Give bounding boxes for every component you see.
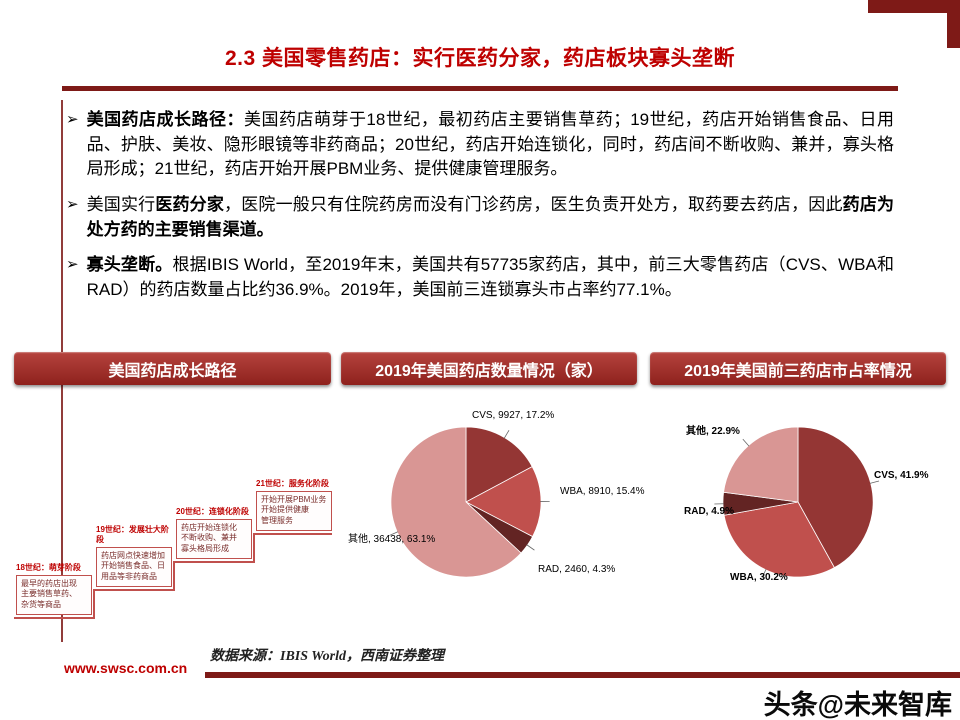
stage-description: 药店开始连锁化 不断收购、兼并 寡头格局形成 — [176, 518, 252, 559]
pie-label-wba: WBA, 8910, 15.4% — [560, 486, 645, 497]
bullet-text: 美国药店成长路径：美国药店萌芽于18世纪，最初药店主要销售草药；19世纪，药店开… — [86, 110, 894, 179]
watermark-text: 头条@未来智库 — [763, 690, 952, 720]
stair-steps-line — [14, 533, 332, 619]
bullet-list: ➢ 美国药店成长路径：美国药店萌芽于18世纪，最初药店主要销售草药；19世纪，药… — [66, 108, 894, 313]
bullet-item: ➢ 寡头垄断。根据IBIS World，至2019年末，美国共有57735家药店… — [66, 253, 894, 302]
banner-label: 美国药店成长路径 — [108, 362, 237, 380]
bullet-item: ➢ 美国药店成长路径：美国药店萌芽于18世纪，最初药店主要销售草药；19世纪，药… — [66, 108, 894, 182]
growth-path-diagram: 18世纪：萌芽阶段 最早的药店出现 主要销售草药、 杂货等商品 19世纪：发展壮… — [14, 398, 332, 643]
section-banner-store-count: 2019年美国药店数量情况（家） — [341, 352, 637, 385]
banner-label: 2019年美国前三药店市占率情况 — [684, 362, 912, 380]
stage-label: 21世纪：服务化阶段 — [256, 479, 329, 489]
page-title: 2.3 美国零售药店：实行医药分家，药店板块寡头垄断 — [224, 47, 736, 70]
corner-decoration-right — [947, 0, 960, 48]
pie-market-share-svg — [714, 426, 880, 578]
pie-label-cvs: CVS, 41.9% — [874, 470, 929, 481]
pie-label-wba: WBA, 30.2% — [730, 572, 788, 583]
growth-stage-20th-century: 20世纪：连锁化阶段 药店开始连锁化 不断收购、兼并 寡头格局形成 — [176, 507, 252, 559]
footer-divider-bar — [205, 672, 960, 678]
stage-label: 18世纪：萌芽阶段 — [16, 563, 81, 573]
stage-description: 药店网点快速增加 开始销售食品、日用品等非药商品 — [96, 546, 172, 587]
bullet-arrow-icon: ➢ — [66, 195, 79, 213]
corner-decoration-top — [868, 0, 960, 13]
company-url: www.swsc.com.cn — [64, 660, 188, 676]
stage-description: 开始开展PBM业务 开始提供健康 管理服务 — [256, 490, 332, 531]
section-banner-growth-path: 美国药店成长路径 — [14, 352, 331, 385]
banner-label: 2019年美国药店数量情况（家） — [375, 362, 603, 380]
bullet-text: 寡头垄断。根据IBIS World，至2019年末，美国共有57735家药店，其… — [86, 255, 895, 299]
pie-chart-store-count: CVS, 9927, 17.2% WBA, 8910, 15.4% RAD, 2… — [340, 398, 645, 650]
pie-label-rad: RAD, 4.9% — [684, 506, 735, 517]
bullet-arrow-icon: ➢ — [66, 111, 79, 128]
bullet-text: 美国实行医药分家，医院一般只有住院药房而没有门诊药房，医生负责开处方，取药要去药… — [86, 194, 895, 239]
pie-store-count-svg — [389, 426, 550, 578]
pie-label-cvs: CVS, 9927, 17.2% — [472, 410, 555, 421]
stage-description: 最早的药店出现 主要销售草药、 杂货等商品 — [16, 574, 92, 615]
growth-stage-18th-century: 18世纪：萌芽阶段 最早的药店出现 主要销售草药、 杂货等商品 — [16, 563, 92, 615]
data-source-note: 数据来源：IBIS World，西南证券整理 — [210, 649, 445, 664]
pie-label-other: 其他, 22.9% — [686, 426, 740, 437]
pie-chart-market-share: 其他, 22.9% CVS, 41.9% RAD, 4.9% WBA, 30.2… — [650, 398, 950, 650]
growth-stage-21st-century: 21世纪：服务化阶段 开始开展PBM业务 开始提供健康 管理服务 — [256, 479, 332, 531]
bullet-item: ➢ 美国实行医药分家，医院一般只有住院药房而没有门诊药房，医生负责开处方，取药要… — [66, 193, 894, 242]
pie-label-rad: RAD, 2460, 4.3% — [538, 564, 616, 575]
stage-label: 19世纪：发展壮大阶段 — [96, 525, 169, 545]
pie-label-other: 其他, 36438, 63.1% — [348, 534, 436, 545]
bullet-arrow-icon: ➢ — [66, 256, 79, 274]
growth-stage-19th-century: 19世纪：发展壮大阶段 药店网点快速增加 开始销售食品、日用品等非药商品 — [96, 525, 172, 587]
stage-label: 20世纪：连锁化阶段 — [176, 507, 249, 517]
title-divider — [62, 86, 898, 91]
section-banner-market-share: 2019年美国前三药店市占率情况 — [650, 352, 946, 385]
